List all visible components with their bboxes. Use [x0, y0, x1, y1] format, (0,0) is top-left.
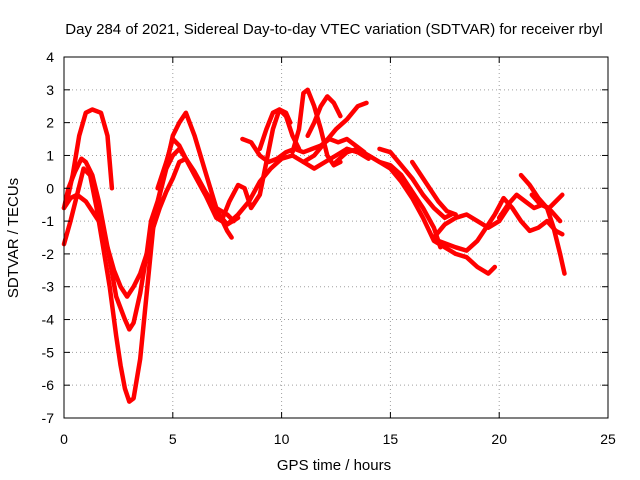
x-axis-label: GPS time / hours: [277, 457, 391, 474]
plot-frame: [63, 56, 609, 419]
y-axis-label: SDTVAR / TECUs: [5, 178, 22, 298]
x-tick-label: 15: [383, 431, 399, 447]
y-tick-label: 0: [46, 180, 54, 196]
y-tick-label: 3: [46, 82, 54, 98]
series-arc-15: [409, 159, 458, 217]
series-arc-11: [301, 100, 369, 165]
chart-title: Day 284 of 2021, Sidereal Day-to-day VTE…: [65, 21, 602, 38]
y-tick-label: 2: [46, 115, 54, 131]
y-tick-label: -4: [42, 312, 55, 328]
series-arc-4: [63, 107, 115, 207]
series-arc-20: [529, 192, 565, 211]
series-arc-9: [290, 87, 343, 168]
series-arc-14: [377, 146, 454, 221]
series-arc-13: [344, 146, 498, 276]
y-tick-label: -6: [42, 377, 55, 393]
y-tick-label: -3: [42, 279, 55, 295]
series-arc-2: [61, 110, 234, 332]
x-tick-label: 0: [60, 431, 68, 447]
y-tick-label: -2: [42, 246, 55, 262]
series-arc-7: [257, 107, 293, 152]
y-tick-label: -1: [42, 213, 55, 229]
y-tick-label: 4: [46, 49, 54, 65]
x-tick-label: 25: [600, 431, 616, 447]
series-arc-10: [305, 94, 343, 139]
x-tick-label: 20: [491, 431, 507, 447]
x-tick-label: 10: [274, 431, 290, 447]
series-layer: [61, 87, 567, 404]
tick-layer: 0 5 10 15 20 25 -7 -6 -5 -4 -3 -2 -1 0 1 2 3 4: [42, 49, 616, 447]
y-tick-label: -7: [42, 410, 55, 426]
y-tick-label: -5: [42, 344, 55, 360]
series-arc-17: [436, 195, 565, 253]
series-arc-8: [240, 136, 367, 165]
x-tick-label: 5: [169, 431, 177, 447]
series-arc-16: [431, 205, 511, 240]
y-tick-label: 1: [46, 147, 54, 163]
series-arc-6: [220, 107, 302, 221]
